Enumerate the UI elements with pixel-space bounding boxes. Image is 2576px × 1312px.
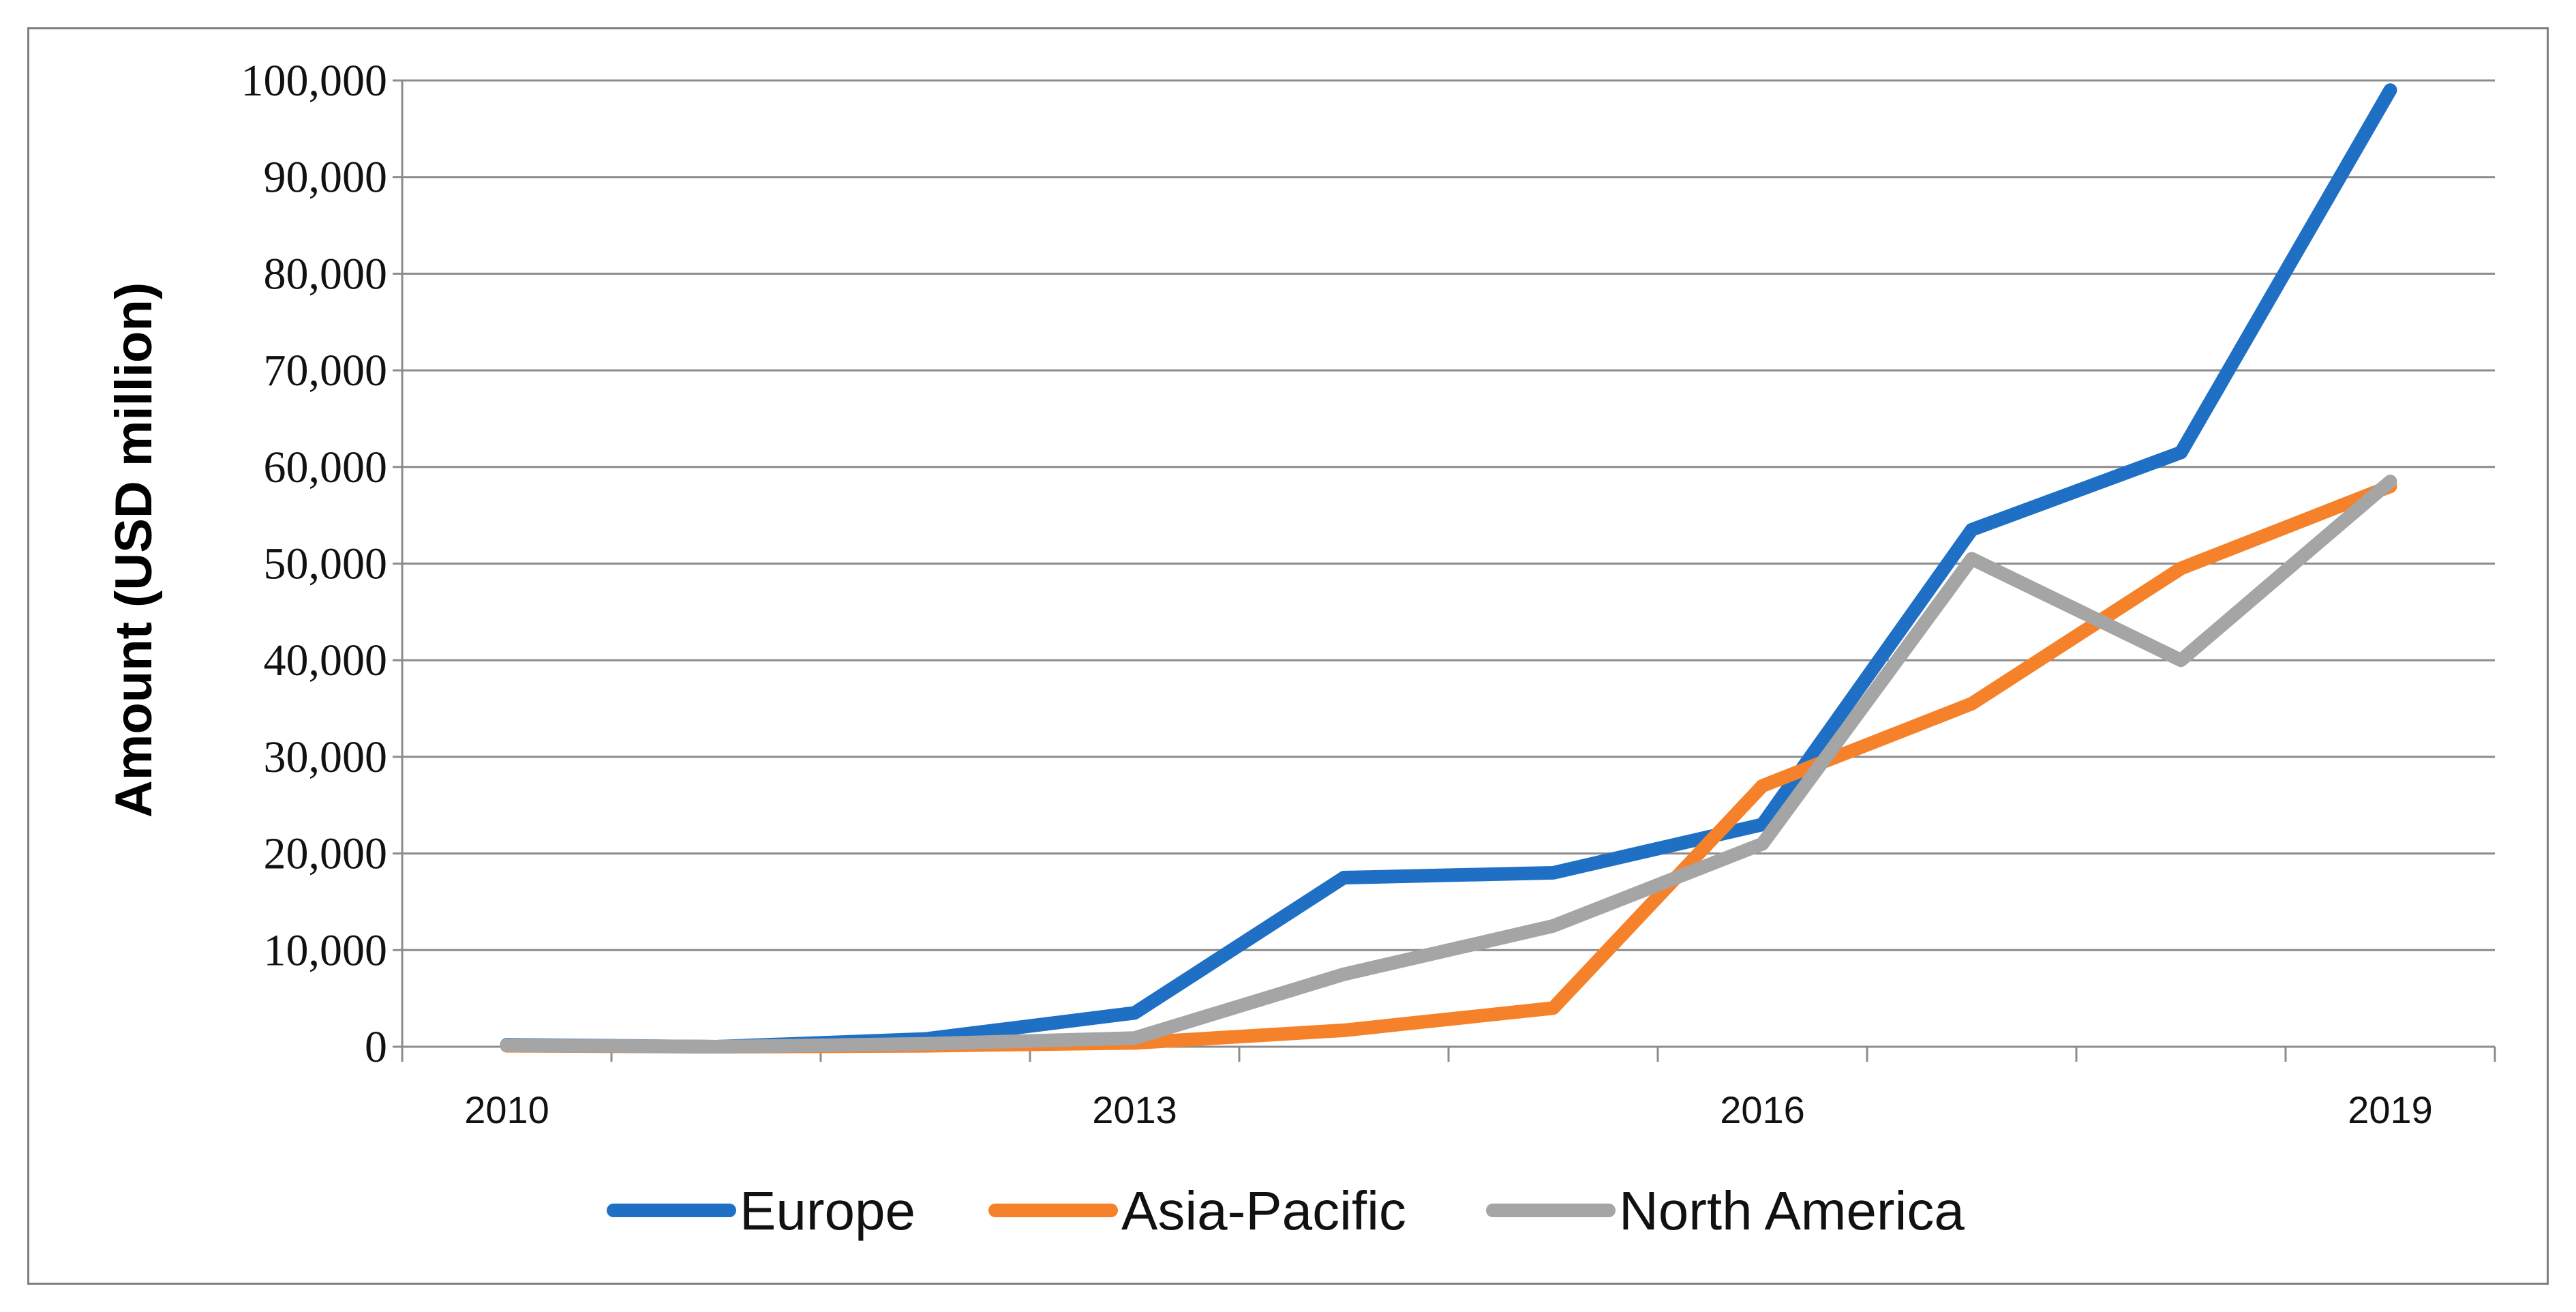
series-line-asia-pacific	[500, 479, 2397, 1054]
series-line-north-america	[500, 475, 2397, 1054]
legend-label: North America	[1619, 1180, 1965, 1241]
y-tick-label: 40,000	[264, 636, 388, 685]
x-tick-label: 2013	[1092, 1088, 1177, 1131]
chart-frame	[27, 27, 2549, 1285]
x-tick-labels: 2010 2013 2016 2019	[464, 1088, 2433, 1131]
y-tick-label: 60,000	[264, 443, 388, 492]
y-axis-label: Amount (USD million)	[105, 282, 163, 818]
y-tick-label: 90,000	[264, 153, 388, 203]
legend: Europe Asia-Pacific North America	[607, 1180, 1965, 1241]
y-tick-label: 30,000	[264, 732, 388, 782]
y-tick-label: 0	[365, 1022, 387, 1072]
legend-label: Asia-Pacific	[1121, 1180, 1406, 1241]
y-tick-label: 50,000	[264, 539, 388, 589]
y-tick-label: 20,000	[264, 829, 388, 879]
legend-label: Europe	[740, 1180, 915, 1241]
y-tick-label: 10,000	[264, 925, 388, 975]
y-tick-label: 100,000	[241, 56, 388, 106]
series-line-europe	[500, 83, 2397, 1054]
x-tick-label: 2010	[464, 1088, 549, 1131]
series-lines	[500, 83, 2397, 1054]
x-tick-label: 2016	[1720, 1088, 1805, 1131]
x-tick-label: 2019	[2348, 1088, 2433, 1131]
y-tick-labels: 0 10,000 20,000 30,000 40,000 50,000 60,000 70,…	[241, 56, 388, 1072]
y-tick-label: 70,000	[264, 346, 388, 396]
gridlines	[402, 79, 2495, 951]
y-tick-label: 80,000	[264, 249, 388, 299]
